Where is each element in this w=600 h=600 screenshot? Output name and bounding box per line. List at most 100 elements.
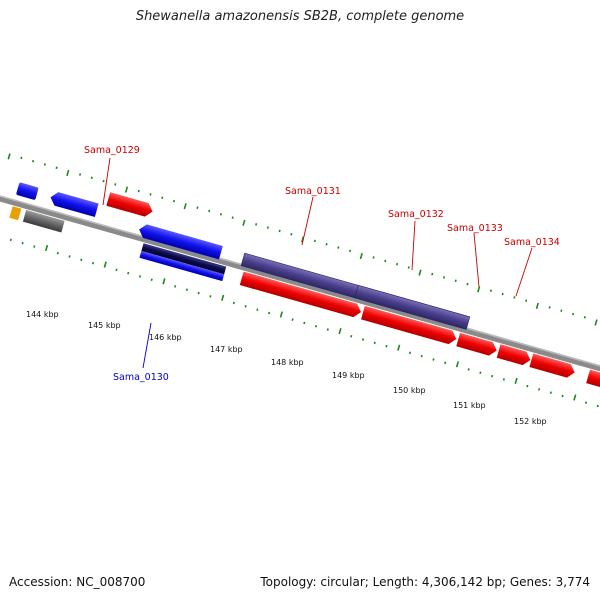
major-tick [594,319,598,326]
major-tick [301,236,305,243]
rna-feature-sama-0132[interactable] [354,284,471,330]
leader-sama-0129 [102,157,111,206]
minor-tick [561,394,564,398]
minor-tick [444,361,447,365]
minor-tick [479,371,482,375]
label-sama-0132[interactable]: Sama_0132 [388,209,444,220]
major-tick [338,327,342,335]
leader-sama-0132 [411,220,416,271]
gene-arrow-sama-0131[interactable] [239,271,363,319]
minor-tick [325,242,328,246]
scale-label-148: 148 kbp [271,358,304,367]
gene-arrow-edge[interactable] [586,369,600,395]
gene-arrow-sama-0132[interactable] [361,305,458,346]
scale-label-150: 150 kbp [393,386,426,395]
major-tick [221,294,225,301]
minor-tick [32,159,35,163]
minor-tick [373,341,376,345]
other-feature[interactable] [22,210,65,233]
major-tick [66,169,70,177]
gene-arrow-reverse-upper[interactable] [137,223,223,260]
minor-tick [161,196,164,200]
minor-tick [372,256,375,259]
gene-arrow-sama-0134-b[interactable] [529,353,576,380]
minor-tick [185,288,188,292]
label-sama-0131[interactable]: Sama_0131 [285,186,341,197]
scale-label-144: 144 kbp [26,310,59,319]
scale-label-146: 146 kbp [149,333,182,342]
minor-tick [268,311,271,315]
minor-tick [278,229,281,233]
minor-tick [114,183,117,186]
scale-label-149: 149 kbp [332,371,365,380]
gene-arrow-sama-0134-a[interactable] [496,344,533,366]
major-tick [514,377,518,385]
minor-tick [454,279,457,283]
minor-tick [501,292,504,296]
minor-tick [137,189,140,193]
gene-sama-0130[interactable] [139,250,225,282]
genome-backbone [0,178,600,391]
minor-tick [420,354,423,358]
label-sama-0134[interactable]: Sama_0134 [504,237,560,248]
map-title: Shewanella amazonensis SB2B, complete ge… [135,9,465,24]
minor-tick [33,245,36,248]
label-leaders [102,157,533,369]
minor-tick [513,296,516,299]
minor-tick [313,239,316,243]
label-sama-0129[interactable]: Sama_0129 [84,145,140,156]
scale-label-147: 147 kbp [210,345,243,354]
minor-tick [291,318,294,321]
gene-arrow-sama-0129[interactable] [106,192,154,218]
minor-tick [56,251,59,255]
minor-tick [255,223,258,226]
gene-arrow-sama-0133[interactable] [456,332,498,357]
major-tick [455,361,460,368]
minor-tick [407,266,410,269]
minor-tick [502,378,505,381]
minor-tick [548,306,551,309]
minor-tick [174,285,177,288]
minor-tick [596,404,599,408]
minor-tick [385,344,388,348]
minor-tick [208,209,211,213]
major-tick [279,311,283,318]
minor-tick [90,176,93,180]
scale-label-152: 152 kbp [514,417,547,426]
outer-tick-ring [7,153,598,326]
minor-tick [583,316,586,319]
small-feature[interactable] [9,206,22,221]
genome-summary-text: Topology: circular; Length: 4,306,142 bp… [260,575,590,589]
minor-tick [384,259,387,263]
label-sama-0130[interactable]: Sama_0130 [113,372,169,383]
gene-labels: Sama_0129 Sama_0131 Sama_0132 Sama_0133 … [84,145,560,383]
minor-tick [491,374,494,378]
minor-tick [196,206,199,209]
leader-sama-0133 [473,232,480,288]
minor-tick [525,299,528,302]
minor-tick [560,309,563,312]
minor-tick [197,291,200,295]
minor-tick [219,213,223,216]
label-sama-0133[interactable]: Sama_0133 [447,223,503,234]
leader-sama-0131 [301,196,314,246]
minor-tick [150,278,153,282]
minor-tick [326,328,329,331]
gene-arrow[interactable] [16,182,39,200]
major-tick [573,394,577,401]
minor-tick [9,238,12,242]
minor-tick [395,262,399,266]
minor-tick [408,351,412,355]
minor-tick [172,199,176,203]
minor-tick [231,216,234,219]
minor-tick [68,255,71,258]
scale-label-145: 145 kbp [88,321,121,330]
gene-arrow-reverse[interactable] [49,190,99,218]
major-tick [183,203,187,210]
minor-tick [584,401,588,404]
accession-text: Accession: NC_008700 [9,575,146,589]
major-tick [7,153,11,160]
gene-sama-0130-inner[interactable] [141,243,227,275]
minor-tick [91,261,95,265]
